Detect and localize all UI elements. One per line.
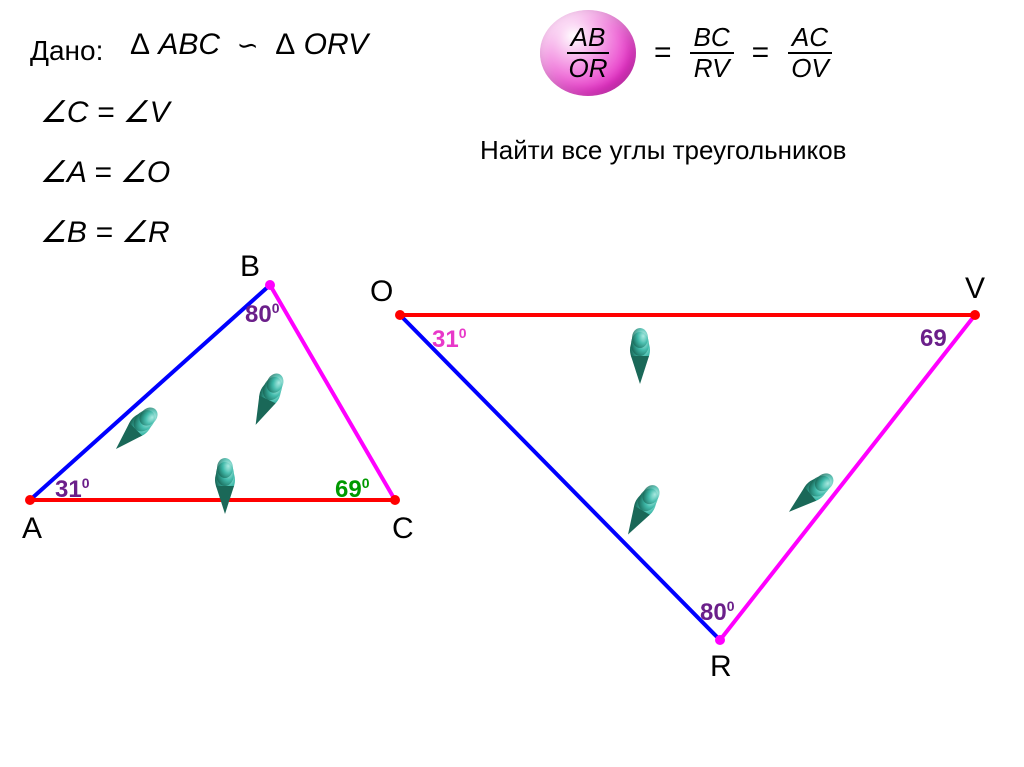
vertex-v-dot — [970, 310, 980, 320]
side-bc — [270, 285, 395, 500]
angle-r-value: 800 — [700, 598, 735, 627]
angle-v-value: 69 — [920, 325, 947, 353]
angle-c-num: 69 — [335, 476, 362, 503]
side-rv — [720, 315, 975, 640]
angle-o-value: 310 — [432, 325, 467, 354]
vertex-r-dot — [715, 635, 725, 645]
side-ab — [30, 285, 270, 500]
diagram-svg — [0, 0, 1024, 767]
triangle-orv — [395, 310, 980, 645]
angle-r-num: 80 — [700, 599, 727, 626]
angle-a-value: 310 — [55, 475, 90, 504]
arrow-decorations — [109, 328, 838, 539]
vertex-label-o: O — [370, 275, 393, 309]
vertex-label-a: A — [22, 512, 42, 546]
angle-a-num: 31 — [55, 476, 82, 503]
triangle-abc — [25, 280, 400, 505]
vertex-o-dot — [395, 310, 405, 320]
vertex-label-r: R — [710, 650, 732, 684]
angle-b-value: 800 — [245, 300, 280, 329]
angle-v-num: 69 — [920, 325, 947, 352]
vertex-b-dot — [265, 280, 275, 290]
vertex-label-v: V — [965, 272, 985, 306]
angle-o-num: 31 — [432, 326, 459, 353]
side-or — [400, 315, 720, 640]
vertex-label-b: B — [240, 250, 260, 284]
angle-b-num: 80 — [245, 301, 272, 328]
vertex-label-c: C — [392, 512, 414, 546]
vertex-a-dot — [25, 495, 35, 505]
vertex-c-dot — [390, 495, 400, 505]
angle-c-value: 690 — [335, 475, 370, 504]
